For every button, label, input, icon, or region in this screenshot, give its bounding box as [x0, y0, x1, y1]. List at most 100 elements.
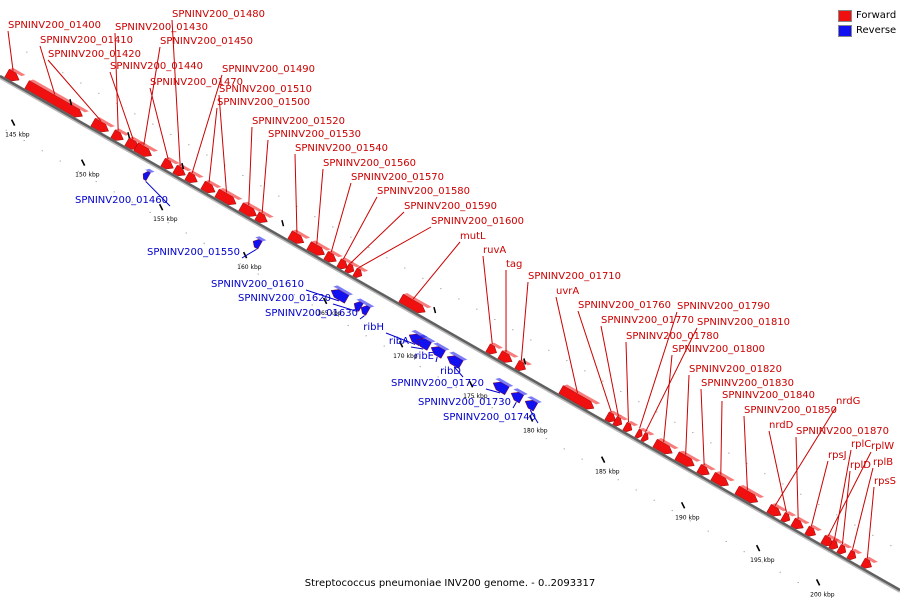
reverse-gene-ribe-top [433, 342, 450, 351]
reverse-gene-spninv200-01740 [524, 396, 542, 412]
forward-gene-rplc-body [828, 539, 839, 550]
guide-dot [221, 253, 223, 255]
guide-dot [617, 479, 619, 481]
forward-label-spninv200-01780-text: SPNINV200_01780 [626, 331, 719, 342]
reverse-label-riba-text: ribA [389, 336, 409, 347]
guide-dot [296, 205, 298, 207]
forward-gene-spninv200-01520 [238, 201, 263, 217]
scale-tick-label: 165 kbp [317, 310, 342, 317]
forward-gene-nrdg-body [766, 504, 782, 517]
forward-gene-spninv200-01780-body [622, 421, 633, 433]
reverse-label-ribe-text: ribE [414, 351, 434, 362]
reverse-label-spninv200-01740-leader [529, 409, 539, 424]
guide-dot [242, 175, 244, 177]
forward-gene-rpsj-body [804, 525, 816, 537]
reverse-label-spninv200-01610-text: SPNINV200_01610 [211, 279, 304, 290]
guide-dot [350, 236, 352, 238]
forward-label-spninv200-01530-text: SPNINV200_01530 [268, 129, 361, 140]
reverse-label-spninv200-01740-text: SPNINV200_01740 [443, 412, 536, 423]
forward-gene-spninv200-01520-top [243, 201, 263, 212]
forward-gene-spninv200-01760 [604, 410, 622, 423]
forward-gene-spninv200-01850-top [739, 484, 765, 498]
forward-gene-spninv200-01450 [133, 141, 158, 157]
scale-tick [680, 501, 686, 509]
forward-gene-spninv200-01480-top [177, 163, 192, 172]
guide-dot [458, 298, 460, 300]
forward-label-spninv200-01510-text: SPNINV200_01510 [219, 84, 312, 95]
forward-label-spninv200-01530: SPNINV200_01530 [261, 129, 361, 213]
forward-gene-spninv200-01850 [734, 484, 765, 504]
forward-gene-spninv200-01820 [674, 450, 701, 467]
guide-dot [512, 329, 514, 331]
forward-label-spninv200-01870: SPNINV200_01870 [795, 426, 889, 519]
forward-gene-spninv200-01800-top [657, 438, 679, 450]
scale-tick [398, 340, 404, 348]
reverse-label-ribd-text: ribD [440, 366, 461, 377]
guide-dot [656, 411, 658, 413]
forward-label-spninv200-01590-text: SPNINV200_01590 [404, 201, 497, 212]
forward-label-spninv200-01590-leader [350, 211, 405, 264]
guide-dot [437, 376, 439, 378]
forward-label-spninv200-01400: SPNINV200_01400 [7, 20, 101, 71]
forward-label-spninv200-01560-text: SPNINV200_01560 [323, 158, 416, 169]
track-mark [69, 98, 73, 106]
forward-label-spninv200-01850: SPNINV200_01850 [743, 405, 837, 490]
guide-dot [329, 314, 331, 316]
forward-gene-spninv200-01580-body [336, 258, 348, 270]
forward-gene-rpss [860, 556, 878, 569]
forward-label-rplw-leader [827, 451, 872, 537]
guide-dot [836, 514, 838, 516]
reverse-label-ribh-text: ribH [363, 322, 384, 333]
forward-label-nrdg: nrdG [774, 396, 860, 506]
forward-gene-nrdd [780, 511, 797, 523]
forward-label-spninv200-01430: SPNINV200_01430 [114, 22, 208, 131]
forward-gene-rpss-body [860, 557, 872, 569]
forward-gene-spninv200-01580 [336, 257, 354, 270]
forward-label-spninv200-01840-text: SPNINV200_01840 [722, 390, 815, 401]
reverse-gene-spninv200-01630 [360, 302, 375, 316]
reverse-gene-spninv200-01550-body [252, 239, 263, 250]
forward-gene-spninv200-01560 [306, 240, 331, 256]
guide-dot [401, 355, 403, 357]
forward-gene-spninv200-01770 [612, 415, 629, 427]
forward-gene-spninv200-01830-top [701, 463, 716, 471]
forward-label-rplw-text: rplW [871, 441, 894, 452]
guide-dot [761, 561, 763, 563]
reverse-label-ribe: ribE [414, 351, 438, 363]
forward-label-spninv200-01790-text: SPNINV200_01790 [677, 301, 770, 312]
forward-label-spninv200-01420-text: SPNINV200_01420 [48, 49, 141, 60]
forward-label-spninv200-01760-leader [577, 310, 612, 413]
reverse-label-spninv200-01610: SPNINV200_01610 [211, 279, 340, 302]
forward-label-spninv200-01830: SPNINV200_01830 [700, 378, 794, 466]
reverse-gene-spninv200-01610-top [333, 285, 354, 296]
forward-label-spninv200-01710: SPNINV200_01710 [520, 271, 621, 361]
reverse-label-spninv200-01460-text: SPNINV200_01460 [75, 195, 168, 206]
scale-tick-label: 160 kbp [237, 264, 262, 271]
forward-label-spninv200-01820-text: SPNINV200_01820 [689, 364, 782, 375]
forward-gene-spninv200-01800-body [652, 438, 673, 455]
guide-dot [890, 545, 892, 547]
guide-dot [548, 349, 550, 351]
reverse-label-spninv200-01620: SPNINV200_01620 [238, 293, 358, 313]
guide-dot [473, 396, 475, 398]
forward-label-spninv200-01850-leader [743, 415, 748, 490]
reverse-gene-spninv200-01620 [353, 298, 368, 312]
forward-label-spninv200-01440: SPNINV200_01440 [109, 61, 203, 140]
reverse-gene-spninv200-01460-top [145, 168, 155, 173]
forward-label-spninv200-01800: SPNINV200_01800 [663, 344, 765, 443]
guide-dot [602, 380, 604, 382]
reverse-gene-ribe-body [430, 346, 446, 359]
forward-gene-uvra-body [558, 385, 595, 410]
forward-label-spninv200-01830-text: SPNINV200_01830 [701, 378, 794, 389]
forward-gene-rplc-top [833, 538, 845, 544]
forward-label-ruva-leader [482, 255, 493, 345]
scale-tick-label: 145 kbp [5, 132, 30, 139]
guide-dot [710, 442, 712, 444]
forward-label-spninv200-01570-text: SPNINV200_01570 [351, 172, 444, 183]
scale-tick [528, 415, 534, 422]
guide-dot [494, 318, 496, 320]
forward-gene-spninv200-01470-top [165, 157, 180, 165]
forward-gene-spninv200-01570-body [323, 251, 337, 263]
forward-label-spninv200-01500: SPNINV200_01500 [208, 97, 310, 183]
forward-gene-spninv200-01570 [323, 250, 343, 263]
